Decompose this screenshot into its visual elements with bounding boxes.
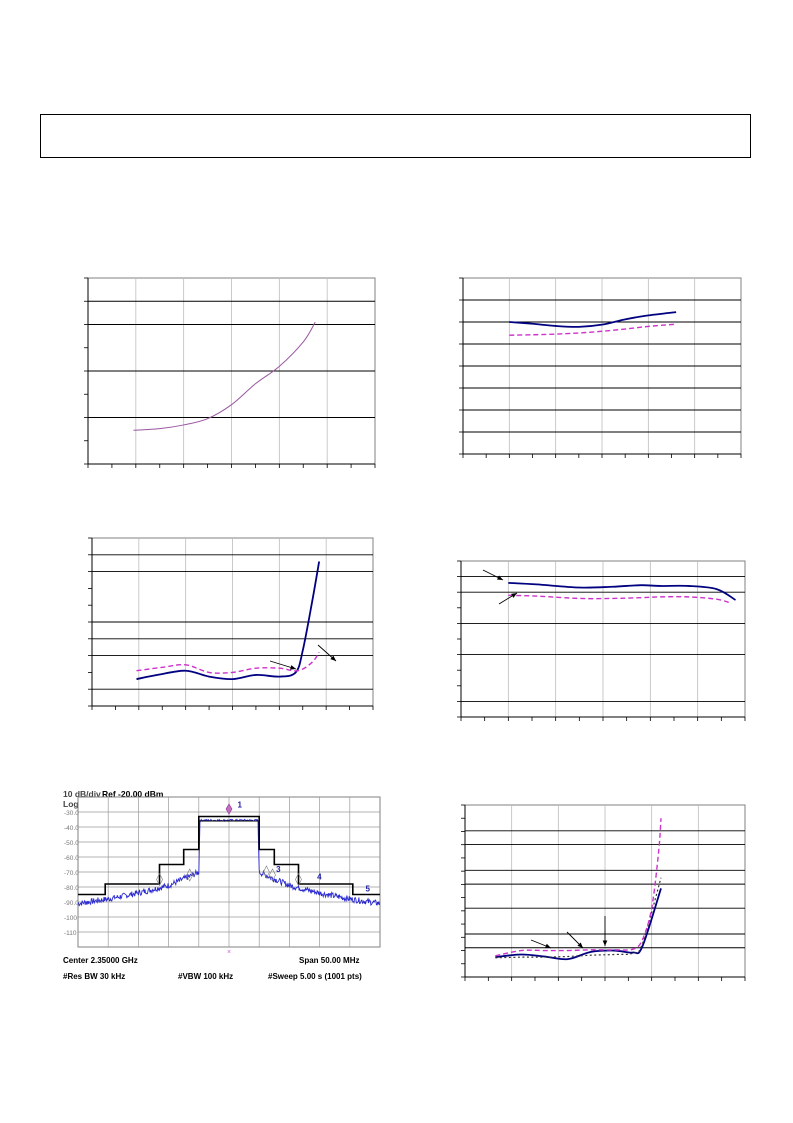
series-line-1 <box>495 888 662 961</box>
spectrum-y-tick-label: -80.0 <box>64 885 79 892</box>
spectrum-resbw-label: #Res BW 30 kHz <box>63 972 125 981</box>
chart-top-left-panel <box>80 270 385 470</box>
chart-top-left <box>84 277 376 468</box>
spectrum-y-tick-label: -30.0 <box>64 810 79 817</box>
marker-label-5: 5 <box>366 885 371 894</box>
spectrum-panel: 10 dB/div Ref -20.00 dBm Log Center 2.35… <box>60 785 385 985</box>
spectrum-mask <box>78 815 380 896</box>
spectrum-plot: 10 dB/div Ref -20.00 dBm Log Center 2.35… <box>63 789 381 981</box>
marker-diamond <box>186 868 194 882</box>
spectrum-y-tick-label: -110 <box>64 930 77 937</box>
spectrum-center-label: Center 2.35000 GHz <box>63 956 138 965</box>
series-line-2 <box>136 651 320 674</box>
spectrum-y-tick-label: -90.0 <box>64 900 79 907</box>
series-line-1 <box>509 311 677 328</box>
header-box <box>40 114 751 158</box>
spectrum-y-tick-label: -40.0 <box>64 825 79 832</box>
spectrum-log-label: Log <box>63 799 79 809</box>
chart-top-right <box>459 277 742 458</box>
annotation-arrow-head <box>497 575 503 580</box>
series-line-1 <box>508 581 737 601</box>
series-line-1 <box>133 321 316 431</box>
series-line-3 <box>495 818 662 957</box>
spectrum-scale-label: 10 dB/div <box>63 789 101 799</box>
annotation-arrow-head <box>545 943 551 949</box>
chart-mid-left-panel <box>80 530 385 715</box>
chart-bottom-right <box>461 804 746 981</box>
spectrum-ref-label: Ref -20.00 dBm <box>102 789 164 799</box>
spectrum-y-tick-label: -100 <box>64 915 77 922</box>
center-marker: × <box>227 949 231 956</box>
annotation-arrow-head <box>577 942 583 948</box>
marker-diamond <box>295 872 302 887</box>
annotation-arrow-head <box>330 655 336 661</box>
spectrum-y-tick-label: -70.0 <box>64 870 79 877</box>
series-line-2 <box>509 323 677 336</box>
spectrum-span-label: Span 50.00 MHz <box>299 956 359 965</box>
spectrum-vbw-label: #VBW 100 kHz <box>178 972 233 981</box>
marker-1-diamond <box>225 803 233 815</box>
chart-bottom-right-panel <box>455 800 750 985</box>
chart-mid-right-panel <box>455 555 750 725</box>
marker-label-3: 3 <box>276 865 281 874</box>
series-line-2 <box>508 594 732 604</box>
marker-label-4: 4 <box>317 873 322 882</box>
annotation-arrow-head <box>602 940 608 946</box>
spectrum-y-tick-label: -50.0 <box>64 840 79 847</box>
chart-mid-left <box>88 537 374 710</box>
marker-diamond <box>156 872 163 887</box>
annotation-arrow-head <box>290 665 296 670</box>
spectrum-y-tick-label: -60.0 <box>64 855 79 862</box>
spectrum-sweep-label: #Sweep 5.00 s (1001 pts) <box>268 972 362 981</box>
series-line-1 <box>136 561 321 681</box>
marker-label-1: 1 <box>237 801 242 810</box>
annotation-arrow-head <box>511 593 517 598</box>
marker-diamond <box>263 865 270 879</box>
marker-diamond <box>269 868 276 882</box>
series-line-2 <box>495 877 662 959</box>
chart-top-right-panel <box>455 270 750 460</box>
chart-mid-right <box>457 560 746 721</box>
